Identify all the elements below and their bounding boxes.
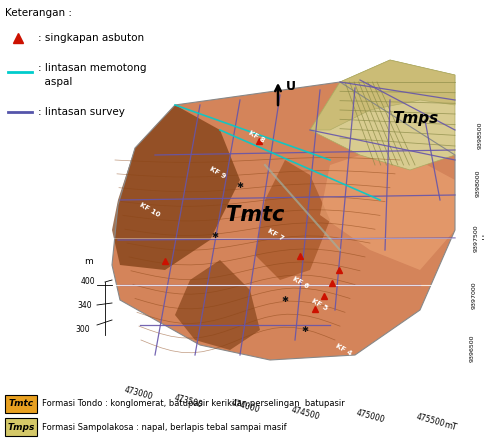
Text: : lintasan survey: : lintasan survey — [38, 107, 125, 117]
Text: 474500: 474500 — [290, 405, 320, 421]
FancyBboxPatch shape — [5, 418, 37, 436]
Text: ✱: ✱ — [302, 325, 308, 335]
Text: Formasi Sampolakosa : napal, berlapis tebal sampai masif: Formasi Sampolakosa : napal, berlapis te… — [42, 423, 287, 431]
Text: 473500: 473500 — [173, 393, 203, 409]
Text: 9396500: 9396500 — [470, 334, 475, 362]
Text: aspal: aspal — [38, 77, 73, 87]
Polygon shape — [175, 260, 260, 350]
Text: Keterangan :: Keterangan : — [5, 8, 72, 18]
FancyBboxPatch shape — [5, 395, 37, 413]
Text: KF 5: KF 5 — [310, 298, 329, 312]
Text: Tmtc: Tmtc — [226, 205, 284, 225]
Text: KF 3: KF 3 — [349, 362, 367, 376]
Polygon shape — [320, 145, 455, 270]
Text: KF 2: KF 2 — [434, 311, 452, 325]
Polygon shape — [112, 105, 240, 270]
Text: 400: 400 — [80, 278, 95, 286]
Text: Tmps: Tmps — [392, 110, 438, 126]
Text: Tmtc: Tmtc — [8, 400, 33, 408]
Text: mT: mT — [442, 420, 457, 432]
Text: KF 9: KF 9 — [209, 165, 227, 179]
Text: 9397500: 9397500 — [474, 224, 479, 252]
Text: : lintasan memotong: : lintasan memotong — [38, 63, 147, 73]
Text: 9397000: 9397000 — [472, 281, 477, 309]
Text: KF 4: KF 4 — [334, 342, 353, 356]
Text: 475500: 475500 — [415, 412, 445, 428]
Text: ✱: ✱ — [212, 230, 218, 240]
Text: 474000: 474000 — [230, 398, 260, 414]
Text: 340: 340 — [77, 301, 92, 309]
Text: KF 6: KF 6 — [291, 276, 309, 290]
Text: mU: mU — [482, 233, 484, 247]
Text: KF 7: KF 7 — [267, 227, 285, 241]
Text: 475000: 475000 — [355, 408, 385, 424]
Polygon shape — [310, 60, 455, 130]
Text: KF 8: KF 8 — [247, 130, 266, 144]
Polygon shape — [310, 60, 455, 170]
Text: 9398000: 9398000 — [476, 169, 481, 197]
Text: ✱: ✱ — [237, 180, 243, 190]
Polygon shape — [112, 82, 455, 360]
Text: Formasi Tondo : konglomerat, batupasir kerikilan,perselingan  batupasir: Formasi Tondo : konglomerat, batupasir k… — [42, 400, 345, 408]
Text: 473000: 473000 — [123, 385, 153, 401]
Text: KF 1: KF 1 — [400, 384, 418, 398]
Text: ✱: ✱ — [282, 296, 288, 305]
Text: : singkapan asbuton: : singkapan asbuton — [38, 33, 144, 43]
Text: m: m — [84, 258, 93, 267]
Text: U: U — [286, 80, 296, 92]
Text: Tmps: Tmps — [7, 423, 35, 431]
Text: 300: 300 — [76, 325, 90, 335]
Polygon shape — [255, 160, 330, 280]
Text: 9398500: 9398500 — [478, 121, 483, 149]
Text: KF 10: KF 10 — [139, 202, 161, 218]
